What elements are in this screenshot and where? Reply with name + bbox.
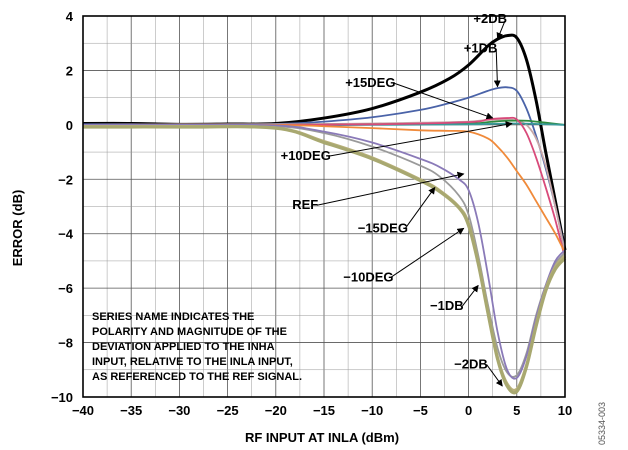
series-note: SERIES NAME INDICATES THE POLARITY AND M… [92,311,302,383]
annotation-label: −2DB [454,356,488,371]
annotation-arrow [462,284,479,307]
x-tick-label: −10 [361,403,383,418]
x-tick-label: 5 [513,403,520,418]
x-tick-label: −25 [217,403,239,418]
axis-ticks: −40 −35 −30 −25 −20 −15 −10 −5 0 5 10−10−8−6−4−202… [51,9,572,418]
annotation-label: +1DB [464,41,498,56]
note-line: AS REFERENCED TO THE REF SIGNAL. [92,371,302,383]
x-tick-label: −30 [168,403,190,418]
y-tick-label: −2 [58,172,73,187]
annotation-label: +15DEG [345,75,395,90]
annotation-arrow [328,121,513,157]
annotation-label: REF [292,197,318,212]
y-tick-label: −8 [58,336,73,351]
x-tick-label: 0 [465,403,472,418]
y-tick-label: −4 [58,227,74,242]
annotation-arrow [496,18,507,40]
plot-frame [82,15,566,398]
annotations: +2DB +1DB +15DEG +10DEG REF −15DEG −10DEG −1DB −… [281,11,513,387]
x-tick-label: −35 [120,403,142,418]
annotation-label: +10DEG [281,148,331,163]
annotation-arrow [316,171,465,206]
annotation-label: −1DB [430,298,464,313]
annotation-arrow [390,227,465,278]
annotation-arrow [404,186,436,229]
y-axis-title: ERROR (dB) [10,190,25,267]
note-line: POLARITY AND MAGNITUDE OF THE [92,326,287,338]
annotation-arrow [392,82,494,120]
x-tick-label: −15 [313,403,335,418]
x-tick-label: −5 [413,403,428,418]
x-tick-label: −20 [265,403,287,418]
annotation-label: −10DEG [343,269,393,284]
annotation-arrow [486,364,503,387]
annotation-arrow [493,48,501,88]
series-line [82,123,566,380]
y-tick-label: 0 [66,118,73,133]
figure-id: 05334-003 [597,402,607,445]
y-tick-label: −10 [51,390,73,405]
note-line: INPUT, RELATIVE TO THE INLA INPUT, [92,356,293,368]
x-tick-label: 10 [558,403,572,418]
annotation-label: −15DEG [358,220,408,235]
series-line [82,123,566,254]
note-line: SERIES NAME INDICATES THE [92,311,254,323]
note-line: DEVIATION APPLIED TO THE INHA [92,341,275,353]
y-tick-label: 4 [66,9,74,24]
x-axis-title: RF INPUT AT INLA (dBm) [245,430,399,445]
series-lines [82,33,567,395]
y-tick-label: −6 [58,281,73,296]
y-tick-label: 2 [66,63,73,78]
series-line [82,125,567,395]
annotation-label: +2DB [473,11,507,26]
x-tick-label: −40 [72,403,94,418]
